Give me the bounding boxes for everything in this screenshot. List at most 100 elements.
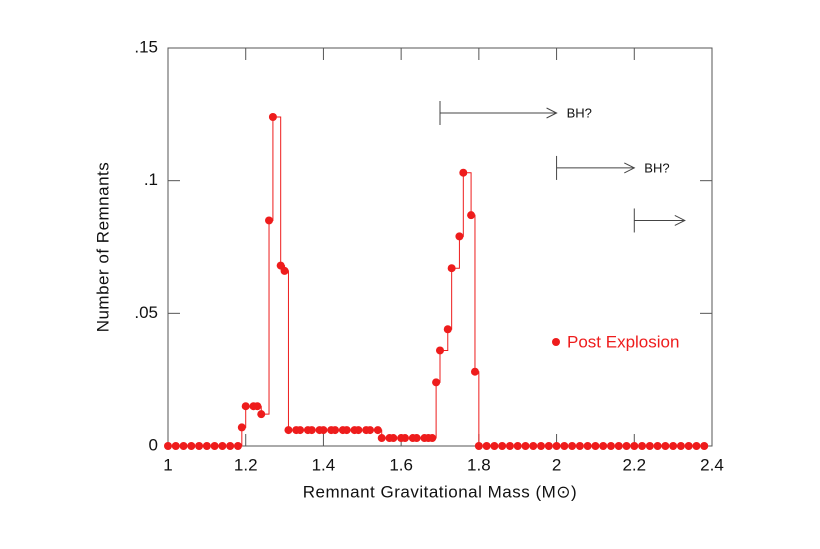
- data-point: [342, 426, 351, 435]
- y-tick-label: .15: [134, 37, 158, 56]
- data-point: [237, 423, 246, 432]
- data-point: [560, 442, 569, 450]
- data-point: [700, 442, 709, 450]
- data-point: [455, 232, 464, 241]
- data-point: [210, 442, 219, 450]
- data-point: [265, 216, 274, 225]
- x-tick-label: 1.2: [234, 455, 258, 474]
- x-tick-label: 1.8: [467, 455, 491, 474]
- step-line: [269, 116, 274, 221]
- x-tick-label: 1.4: [312, 455, 336, 474]
- arrow-head: [546, 107, 558, 119]
- data-point: [233, 442, 242, 450]
- step-line: [451, 236, 460, 269]
- step-line: [447, 268, 453, 330]
- annotation-label: BH?: [567, 105, 592, 120]
- data-point: [195, 442, 204, 450]
- data-point: [428, 434, 437, 443]
- x-tick-label: 1.6: [389, 455, 413, 474]
- data-point: [331, 426, 340, 435]
- data-point: [630, 442, 639, 450]
- step-line: [272, 116, 282, 266]
- data-point: [692, 442, 701, 450]
- plot-frame: [167, 47, 713, 447]
- data-point: [568, 442, 577, 450]
- x-tick-label: 2.2: [622, 455, 646, 474]
- data-point: [171, 442, 180, 450]
- y-tick-label: .05: [134, 303, 158, 322]
- data-point: [412, 434, 421, 443]
- y-tick-label: .1: [144, 170, 158, 189]
- data-point: [676, 442, 685, 450]
- data-point: [373, 426, 382, 435]
- data-point: [307, 426, 316, 435]
- data-point: [354, 426, 363, 435]
- data-point: [599, 442, 608, 450]
- data-point: [498, 442, 507, 450]
- data-point: [218, 442, 227, 450]
- data-point: [187, 442, 196, 450]
- x-tick-label: 1: [163, 455, 172, 474]
- legend-marker: [552, 338, 560, 346]
- step-line: [474, 371, 480, 446]
- data-point: [482, 442, 491, 450]
- data-point: [470, 367, 479, 376]
- data-point: [467, 211, 476, 220]
- step-line: [436, 350, 441, 383]
- y-axis-label: Number of Remnants: [93, 162, 112, 333]
- data-point: [645, 442, 654, 450]
- arrow-head: [624, 162, 636, 174]
- step-line: [459, 172, 464, 237]
- data-point: [179, 442, 188, 450]
- data-point: [268, 112, 277, 121]
- data-point: [474, 442, 483, 450]
- data-point: [661, 442, 670, 450]
- data-point: [284, 426, 293, 435]
- data-point: [614, 442, 623, 450]
- data-point: [521, 442, 530, 450]
- y-tick-label: 0: [149, 435, 158, 454]
- data-point: [552, 442, 561, 450]
- data-point: [529, 442, 538, 450]
- step-line: [432, 382, 437, 439]
- data-point: [164, 442, 172, 450]
- data-point: [241, 402, 250, 411]
- data-point: [653, 442, 662, 450]
- data-point: [257, 410, 266, 419]
- data-point: [490, 442, 499, 450]
- data-point: [513, 442, 522, 450]
- step-line: [463, 172, 472, 216]
- data-point: [583, 442, 592, 450]
- data-point: [401, 434, 410, 443]
- x-tick-label: 2: [552, 455, 561, 474]
- arrow-head: [674, 215, 686, 226]
- data-point: [226, 442, 235, 450]
- data-point: [280, 266, 289, 275]
- data-point: [459, 168, 468, 177]
- data-point: [544, 442, 553, 450]
- data-point: [202, 442, 211, 450]
- step-line: [261, 220, 270, 415]
- data-point: [253, 402, 262, 411]
- data-point: [606, 442, 615, 450]
- data-point: [389, 434, 398, 443]
- data-point: [622, 442, 631, 450]
- x-axis-label: Remnant Gravitational Mass (M⊙): [303, 482, 577, 501]
- data-point: [436, 346, 444, 355]
- data-point: [432, 378, 441, 387]
- step-line: [284, 270, 289, 431]
- data-point: [377, 434, 386, 443]
- x-tick-label: 2.4: [700, 455, 724, 474]
- data-point: [319, 426, 328, 435]
- data-point: [669, 442, 678, 450]
- legend-label: Post Explosion: [567, 332, 679, 351]
- data-point: [447, 264, 456, 273]
- data-point: [366, 426, 375, 435]
- data-point: [505, 442, 514, 450]
- data-point: [443, 325, 452, 334]
- data-point: [537, 442, 546, 450]
- step-line: [471, 214, 476, 372]
- data-point: [575, 442, 584, 450]
- data-point: [684, 442, 693, 450]
